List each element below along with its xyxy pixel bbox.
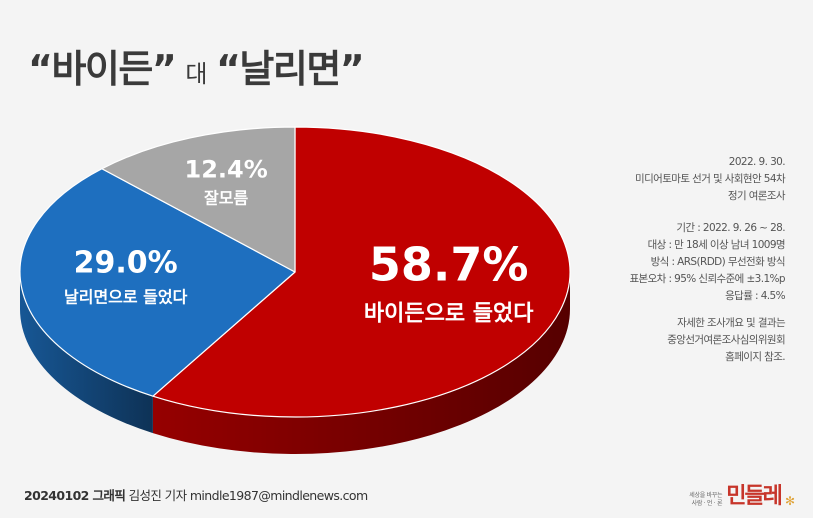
slice-category-label-3: 잘모름 — [204, 188, 248, 207]
info-target: 대상 : 만 18세 이상 남녀 1009명 — [647, 239, 786, 251]
page-title: “바이든” 대 “날리면” — [28, 38, 365, 93]
credit-reporter: 김성진 기자 mindle1987@mindlenews.com — [125, 488, 369, 503]
credit-date-graphic: 20240102 그래픽 — [24, 488, 126, 503]
logo-tagline: 세상을 바꾸는 사람 · 언 · 론 — [689, 492, 722, 508]
info-date: 2022. 9. 30. — [728, 156, 786, 168]
title-connector: 대 — [185, 60, 207, 88]
slice-value-label-2: 29.0% — [74, 246, 178, 281]
pie-side-2 — [20, 272, 153, 434]
survey-info-note: 자세한 조사개요 및 결과는 중앙선거여론조사심의위원회 홈페이지 참조. — [667, 315, 785, 366]
slice-value-label-3: 12.4% — [185, 155, 268, 183]
title-part2: “날리면” — [215, 47, 365, 91]
pie-side-1 — [152, 272, 570, 454]
logo-tagline-1: 세상을 바꾸는 — [689, 492, 723, 499]
logo-tagline-2: 사람 · 언 · 론 — [691, 500, 723, 507]
pie-3d-group — [20, 272, 570, 454]
survey-info-header: 2022. 9. 30. 미디어토마토 선거 및 사회현안 54차 정기 여론조… — [635, 154, 786, 205]
note-line-1: 자세한 조사개요 및 결과는 — [677, 317, 785, 329]
slice-category-label-2: 날리면으로 들었다 — [64, 288, 188, 307]
note-line-3: 홈페이지 참조. — [725, 351, 785, 363]
credit-footer: 20240102 그래픽 김성진 기자 mindle1987@mindlenew… — [24, 485, 368, 504]
title-part1: “바이든” — [28, 47, 177, 91]
info-margin: 표본오차 : 95% 신뢰수준에 ±3.1%p — [629, 273, 785, 285]
survey-info-details: 기간 : 2022. 9. 26 ~ 28. 대상 : 만 18세 이상 남녀 … — [629, 220, 785, 305]
dandelion-icon: ✻ — [784, 494, 795, 508]
pie-slice-2 — [19, 168, 296, 397]
info-response-rate: 응답률 : 4.5% — [725, 290, 785, 302]
info-method: 방식 : ARS(RDD) 무선전화 방식 — [650, 256, 786, 268]
pie-top-group — [19, 126, 571, 418]
pie-slice-3 — [101, 126, 296, 273]
info-pollster: 미디어토마토 선거 및 사회현안 54차 — [635, 173, 786, 185]
pie-slice-1 — [152, 126, 571, 418]
logo-wordmark: 민들레 — [726, 483, 783, 509]
info-poll-type: 정기 여론조사 — [727, 190, 786, 202]
info-period: 기간 : 2022. 9. 26 ~ 28. — [676, 222, 785, 234]
mindle-logo: 세상을 바꾸는 사람 · 언 · 론 민들레 ✻ — [689, 484, 795, 508]
slice-category-label-1: 바이든으로 들었다 — [364, 302, 534, 327]
pie-labels-group: 58.7% 바이든으로 들었다 29.0% 날리면으로 들었다 12.4% 잘모름 — [64, 155, 534, 326]
slice-value-label-1: 58.7% — [369, 238, 529, 292]
note-line-2: 중앙선거여론조사심의위원회 — [667, 334, 785, 346]
